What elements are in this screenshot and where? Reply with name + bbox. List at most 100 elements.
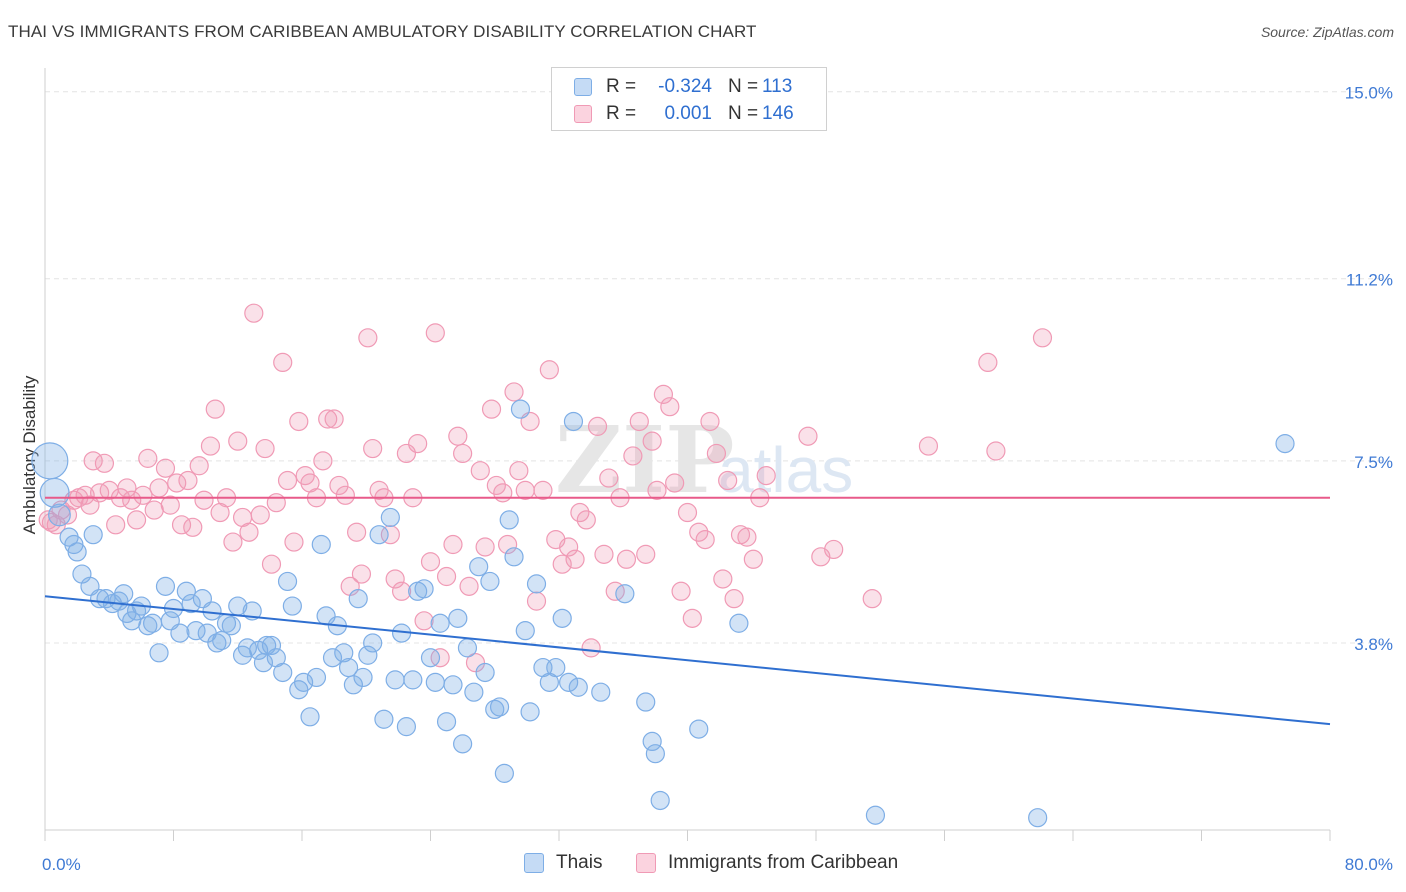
- r-value: 0.001: [664, 103, 712, 124]
- thai-point: [568, 677, 588, 697]
- tick-labels: 3.8% 7.5% 11.2% 15.0% 0.0% 80.0%: [42, 84, 1393, 874]
- caribbean-point: [171, 515, 192, 535]
- caribbean-point: [695, 529, 715, 550]
- y-tick-label: 11.2%: [1346, 271, 1393, 290]
- caribbean-point: [824, 539, 844, 560]
- caribbean-point: [329, 475, 349, 496]
- thai-point: [149, 643, 169, 663]
- thai-point: [334, 643, 354, 663]
- caribbean-point: [385, 569, 405, 589]
- caribbean-point: [581, 638, 601, 658]
- caribbean-point: [587, 416, 608, 436]
- caribbean-point: [756, 466, 776, 486]
- caribbean-point: [636, 544, 656, 564]
- caribbean-point: [324, 409, 344, 429]
- thai-point: [39, 477, 70, 508]
- thai-point: [273, 662, 293, 683]
- caribbean-point: [665, 473, 685, 493]
- trend-lines: [44, 496, 1331, 726]
- caribbean-point: [509, 461, 529, 481]
- thai-point: [420, 648, 441, 668]
- thai-point: [650, 790, 670, 811]
- thai-point: [499, 510, 519, 530]
- caribbean-point: [244, 303, 264, 323]
- caribbean-point: [660, 397, 680, 417]
- thai-point: [202, 601, 222, 621]
- thai-point: [546, 657, 566, 678]
- caribbean-point: [144, 500, 164, 520]
- thai-point: [300, 707, 320, 727]
- thai-point: [374, 709, 394, 729]
- thai-point: [559, 672, 579, 692]
- caribbean-point: [647, 480, 667, 500]
- caribbean-point: [205, 399, 225, 419]
- caribbean-point: [918, 436, 939, 456]
- thai-point: [170, 623, 190, 643]
- caribbean-point: [436, 566, 457, 587]
- chart-title: THAI VS IMMIGRANTS FROM CARIBBEAN AMBULA…: [8, 22, 757, 41]
- caribbean-point: [255, 438, 275, 459]
- thai-point: [114, 584, 134, 604]
- caribbean-point: [223, 532, 243, 552]
- caribbean-point: [273, 352, 293, 373]
- bottom-legend-label-caribbean: Immigrants from Caribbean: [668, 852, 899, 873]
- legend-row-caribbean: R = 0.001 N = 146: [574, 103, 794, 125]
- caribbean-point: [160, 495, 180, 515]
- thai-point: [403, 670, 423, 690]
- caribbean-point: [122, 490, 142, 510]
- thai-point: [31, 442, 69, 480]
- thai-point: [282, 596, 302, 616]
- thai-point: [90, 589, 110, 609]
- thai-point: [83, 525, 103, 545]
- watermark-atlas: atlas: [718, 434, 853, 506]
- thai-point: [176, 581, 196, 601]
- thai-point: [489, 697, 510, 717]
- thai-point: [322, 648, 343, 668]
- caribbean-point: [358, 328, 378, 348]
- caribbean-point: [706, 443, 727, 464]
- caribbean-point: [75, 485, 95, 505]
- thai-point: [494, 763, 514, 783]
- caribbean-point: [289, 411, 309, 432]
- thai-point: [348, 589, 368, 609]
- y-tick-label: 7.5%: [1354, 453, 1393, 472]
- thai-point: [436, 712, 457, 732]
- thai-point: [311, 534, 331, 555]
- x-tick-label: 80.0%: [1345, 855, 1393, 874]
- caribbean-point: [504, 382, 524, 402]
- caribbean-point: [481, 399, 502, 419]
- caribbean-point: [228, 431, 248, 451]
- thai-point: [475, 662, 495, 683]
- thai-point: [143, 613, 163, 633]
- y-tick-label: 15.0%: [1345, 84, 1393, 103]
- caribbean-point: [713, 569, 733, 589]
- caribbean-point: [178, 470, 198, 491]
- axes: [44, 68, 1331, 841]
- caribbean-point: [986, 441, 1006, 461]
- thai-point: [515, 621, 535, 641]
- caribbean-point: [189, 456, 209, 476]
- caribbean-point: [313, 451, 333, 471]
- thai-point: [480, 571, 500, 592]
- source-label: Source: ZipAtlas.com: [1260, 24, 1394, 40]
- thai-point: [443, 675, 463, 695]
- caribbean-point: [743, 549, 763, 569]
- thai-point: [591, 682, 611, 702]
- thai-point: [645, 744, 665, 764]
- caribbean-point: [599, 468, 619, 488]
- thai-point: [414, 579, 434, 599]
- caribbean-point: [430, 648, 450, 668]
- caribbean-point: [700, 411, 720, 432]
- caribbean-point: [200, 436, 221, 456]
- caribbean-point: [443, 534, 463, 555]
- thai-point: [48, 503, 71, 527]
- thai-point: [615, 584, 635, 604]
- caribbean-point: [862, 589, 882, 609]
- y-tick-label: 3.8%: [1354, 635, 1393, 654]
- thai-point: [464, 682, 484, 702]
- caribbean-point: [414, 611, 434, 631]
- bottom-legend-swatch-caribbean: [636, 853, 656, 873]
- caribbean-point: [718, 470, 738, 491]
- thai-point: [504, 547, 524, 567]
